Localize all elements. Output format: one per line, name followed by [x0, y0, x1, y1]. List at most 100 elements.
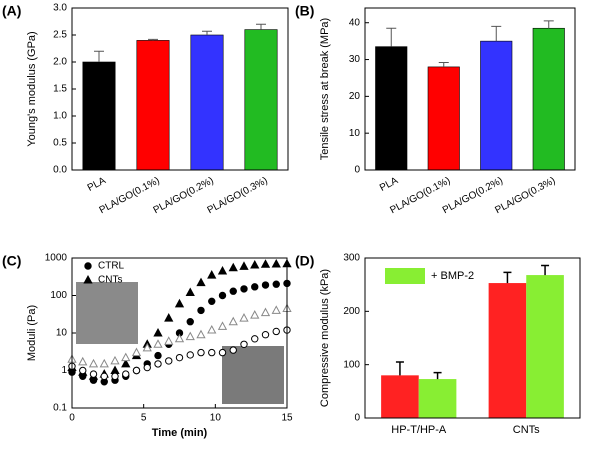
marker [185, 287, 195, 297]
x-tick-label: PLA/GO(0.1%) [98, 175, 162, 216]
x-tick-label: HP-T/HP-A [391, 424, 447, 436]
error-bar [148, 38, 158, 41]
marker [142, 342, 152, 352]
y-tick-label: 0.5 [53, 138, 67, 149]
y-tick-label: 2.5 [53, 30, 67, 41]
y-tick-label: 30 [349, 54, 361, 65]
marker [175, 353, 184, 362]
y-tick-label: 3.0 [53, 3, 67, 14]
axes-frame [364, 7, 576, 171]
y-tick-label: 40 [349, 17, 361, 28]
bar [488, 283, 527, 418]
marker [229, 346, 237, 354]
marker [251, 283, 259, 291]
y-tick-label: 0 [354, 165, 360, 176]
marker [208, 348, 216, 357]
error-bar [541, 264, 550, 276]
marker [186, 351, 194, 359]
x-tick-label: PLA/GO(0.2%) [152, 175, 216, 216]
marker [186, 318, 194, 326]
axes-frame [71, 7, 289, 171]
y-tick-label: 1.0 [53, 111, 67, 122]
y-axis-label: Young's modulus (GPa) [26, 31, 38, 146]
marker [164, 313, 174, 322]
bar [136, 40, 170, 171]
x-tick-label: CNTs [513, 424, 540, 436]
panel-label: (C) [2, 253, 21, 269]
error-bar [503, 271, 512, 284]
bar [381, 375, 419, 418]
legend-label: CNTs [98, 275, 122, 286]
legend-marker [84, 262, 92, 270]
error-bar [94, 50, 104, 62]
marker [229, 287, 237, 295]
bar [375, 46, 408, 171]
error-bar [543, 20, 554, 29]
marker [153, 327, 163, 337]
marker [111, 372, 119, 381]
marker [99, 358, 109, 368]
y-axis-label: Moduli (Pa) [26, 305, 38, 361]
y-tick-label: 10 [349, 128, 361, 139]
marker [174, 333, 185, 343]
marker [250, 259, 260, 269]
marker [132, 366, 141, 375]
marker [218, 291, 227, 300]
error-bar [491, 25, 502, 42]
marker [110, 355, 120, 365]
x-tick-label: 0 [69, 413, 75, 424]
marker [239, 261, 249, 270]
y-tick-label: 1000 [45, 253, 68, 264]
y-tick-label: 100 [50, 290, 67, 301]
x-tick-label: 15 [281, 413, 293, 424]
legend-label: + BMP-2 [431, 270, 474, 282]
marker [89, 370, 98, 378]
marker [165, 357, 173, 365]
marker [131, 347, 142, 357]
bar [427, 66, 460, 171]
marker [78, 356, 88, 366]
y-tick-label: 100 [343, 359, 360, 370]
marker [197, 306, 205, 315]
error-bar [256, 23, 266, 30]
marker [79, 366, 87, 375]
marker [271, 258, 281, 268]
bar [244, 29, 278, 171]
marker [88, 358, 99, 368]
bar [190, 34, 224, 171]
y-tick-label: 200 [343, 306, 360, 317]
bar [418, 379, 457, 418]
marker [260, 307, 271, 317]
error-bar [438, 61, 449, 67]
marker [121, 352, 131, 362]
marker [228, 316, 238, 326]
x-tick-label: 10 [210, 413, 222, 424]
marker [208, 297, 216, 306]
error-bar [386, 27, 397, 47]
marker [272, 280, 280, 288]
y-tick-label: 1 [61, 365, 67, 376]
marker [197, 348, 205, 357]
panel-label: (A) [2, 3, 21, 19]
marker [251, 335, 259, 343]
x-tick-label: PLA/GO(0.3%) [206, 175, 270, 216]
y-tick-label: 2.0 [53, 57, 67, 68]
marker [240, 285, 248, 293]
panel-label: (D) [295, 253, 314, 269]
y-tick-label: 20 [349, 91, 361, 102]
marker [260, 259, 271, 268]
y-tick-label: 1.5 [53, 84, 67, 95]
marker [110, 365, 120, 374]
marker [164, 336, 174, 345]
marker [217, 265, 228, 275]
marker [261, 281, 270, 289]
marker [271, 305, 281, 314]
marker [153, 339, 163, 348]
legend-label: CTRL [98, 261, 125, 272]
x-tick-label: PLA [86, 175, 108, 194]
marker [261, 331, 270, 339]
marker [100, 372, 108, 381]
marker [174, 298, 185, 308]
marker [207, 270, 217, 279]
